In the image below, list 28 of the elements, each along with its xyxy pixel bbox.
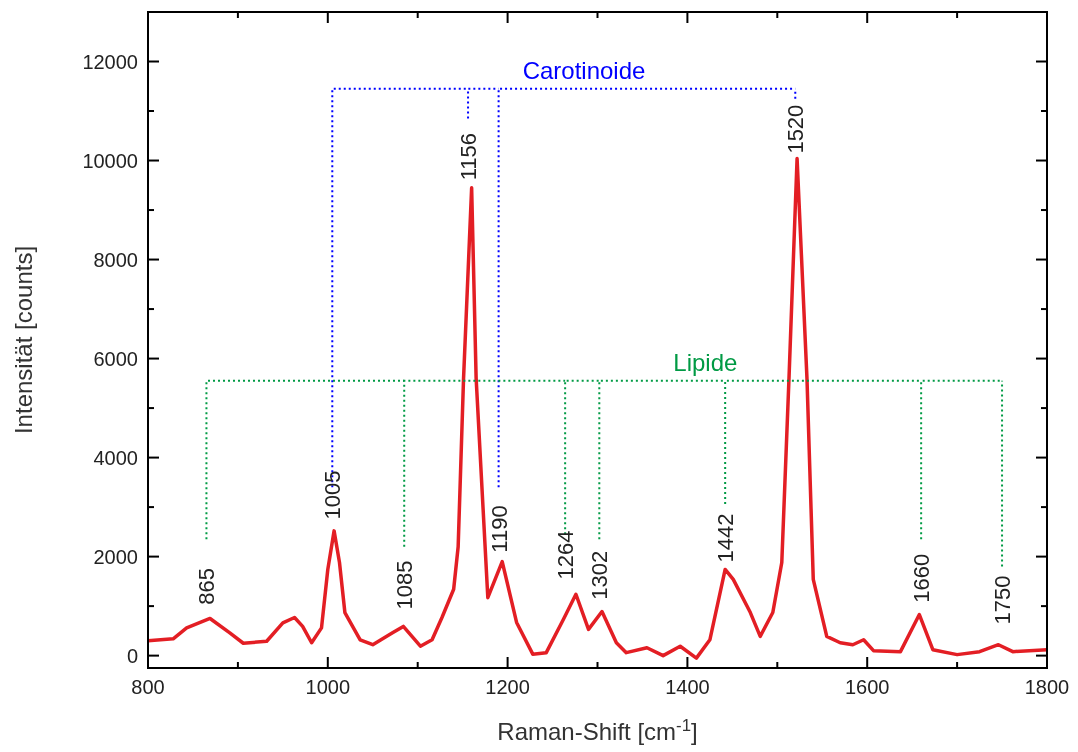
x-axis-title: Raman-Shift [cm$^{-1}$]: [497, 715, 698, 745]
x-tick-label: 1000: [305, 676, 351, 698]
annotation: 1442: [713, 513, 739, 563]
annotation: 1085: [392, 560, 418, 610]
annotation: 1660: [909, 553, 935, 603]
annotation: 1005: [320, 470, 346, 520]
x-tick-label: 1400: [665, 676, 710, 698]
x-tick-label: 800: [131, 676, 165, 698]
y-axis-title: Intensität [counts]: [10, 245, 37, 435]
annotation: 1520: [783, 104, 809, 154]
annotation: 1264: [553, 530, 579, 580]
y-tick-label: 0: [126, 644, 138, 667]
annotation: Lipide: [673, 348, 738, 376]
y-tick-label: 4000: [93, 446, 138, 469]
x-tick-label: 1200: [485, 676, 530, 698]
y-tick-label: 8000: [93, 248, 138, 271]
x-tick-label: 1600: [844, 676, 890, 698]
x-tick-label: 1800: [1024, 676, 1070, 698]
y-tick-label: 10000: [82, 149, 138, 172]
annotation: 1302: [587, 550, 613, 600]
annotation: 1156: [456, 133, 482, 181]
annotation: 865: [194, 567, 220, 605]
y-tick-label: 6000: [93, 347, 138, 370]
annotation: 1750: [990, 575, 1016, 625]
y-tick-label: 12000: [82, 50, 138, 73]
annotation: 1190: [486, 505, 512, 553]
y-tick-label: 2000: [93, 545, 138, 568]
annotation: Carotinoide: [522, 56, 646, 84]
